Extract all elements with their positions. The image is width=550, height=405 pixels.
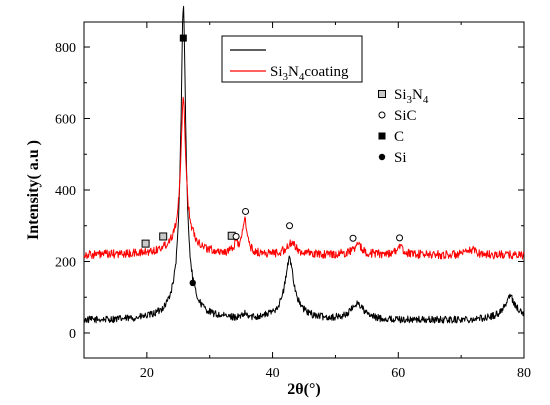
legend-box — [221, 35, 363, 83]
legend: Si3N4coating — [221, 35, 363, 83]
x-tick-label: 80 — [517, 366, 531, 381]
y-tick-label: 600 — [55, 113, 76, 128]
y-axis-title: Intensity( a.u ) — [25, 140, 42, 240]
phase-marker-c — [179, 34, 187, 42]
y-tick-label: 200 — [55, 255, 76, 270]
si3n4-coating-line — [83, 96, 525, 260]
y-tick-label: 400 — [55, 184, 76, 199]
marker-legend-symbol — [378, 132, 386, 140]
marker-legend-symbol — [378, 111, 386, 119]
phase-marker-sic — [349, 234, 357, 242]
phase-marker-sic — [286, 222, 294, 230]
phase-marker-sic — [232, 232, 240, 240]
x-axis-title: 2θ(°) — [287, 381, 320, 398]
phase-marker-sic — [396, 234, 404, 242]
marker-legend-label: Si — [394, 150, 407, 166]
phase-markers — [141, 34, 404, 287]
phase-marker-si3n4 — [159, 232, 168, 241]
marker-legend-label: SiC — [394, 108, 417, 124]
legend-label: Si3N4coating — [270, 64, 349, 83]
marker-legend-label: Si3N4 — [394, 87, 429, 106]
series-lines — [83, 5, 525, 324]
marker-legend-symbol — [378, 90, 386, 98]
x-tick-label: 60 — [391, 366, 405, 381]
phase-marker-si3n4 — [141, 239, 150, 248]
phase-marker-si — [189, 279, 196, 287]
sic-coating-line — [83, 5, 525, 324]
x-tick-label: 20 — [140, 366, 154, 381]
y-tick-label: 0 — [69, 327, 76, 342]
y-tick-label: 800 — [55, 41, 76, 56]
phase-marker-sic — [242, 207, 250, 215]
phase-marker-legend: Si3N4 SiC C Si — [378, 87, 429, 166]
marker-legend-symbol — [378, 153, 386, 161]
marker-legend-label: C — [394, 129, 404, 145]
x-tick-label: 40 — [266, 366, 280, 381]
